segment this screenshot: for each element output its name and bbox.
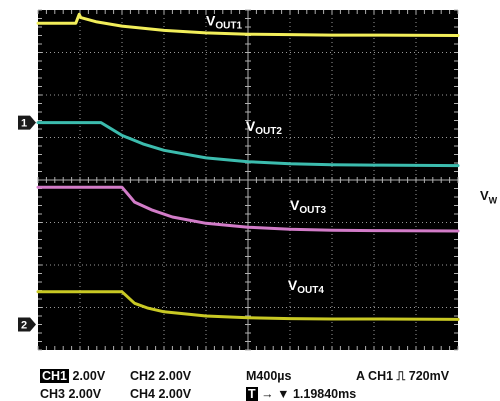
t-offset: → ▼ 1.19840ms <box>261 387 357 401</box>
ground-marker-label: 1 <box>21 118 27 130</box>
label-main: V <box>206 13 216 29</box>
label-subscript: OUT1 <box>215 21 242 32</box>
trace-vout4 <box>36 290 460 321</box>
trace-vout1 <box>36 12 460 37</box>
ground-marker-2 <box>18 317 36 332</box>
label-vout4: VOUT4 <box>288 277 324 296</box>
label-subscript: OUT4 <box>297 285 324 296</box>
status-timebase: M400µs <box>246 369 292 383</box>
ch1-scale: 2.00V <box>72 369 106 383</box>
grid <box>37 9 459 351</box>
right-label: VW <box>480 188 498 206</box>
label-main: V <box>246 118 256 134</box>
status-trigger: A CH1 ⎍ 720mV <box>356 369 450 383</box>
ground-markers: 12 <box>18 115 36 332</box>
label-subscript: OUT3 <box>299 205 326 216</box>
status-ch2: CH2 2.00V <box>130 369 192 383</box>
ground-marker-label: 2 <box>21 320 27 332</box>
label-vout3: VOUT3 <box>290 197 326 216</box>
traces <box>36 12 460 321</box>
status-ch1: CH1 2.00V <box>40 369 105 383</box>
label-subscript: OUT2 <box>255 126 282 137</box>
status-ch4: CH4 2.00V <box>130 387 192 401</box>
ground-marker-1 <box>18 115 36 130</box>
status-ch3: CH3 2.00V <box>40 387 102 401</box>
trace-vout2 <box>36 121 460 168</box>
label-vout2: VOUT2 <box>246 118 282 137</box>
t-badge: T <box>246 387 258 401</box>
label-main: V <box>290 197 300 213</box>
status-trigger-offset: T → ▼ 1.19840ms <box>246 387 356 401</box>
label-main: V <box>288 277 298 293</box>
trace-vout3 <box>36 185 460 233</box>
ch1-badge: CH1 <box>40 369 70 383</box>
label-vout1: VOUT1 <box>206 13 242 32</box>
